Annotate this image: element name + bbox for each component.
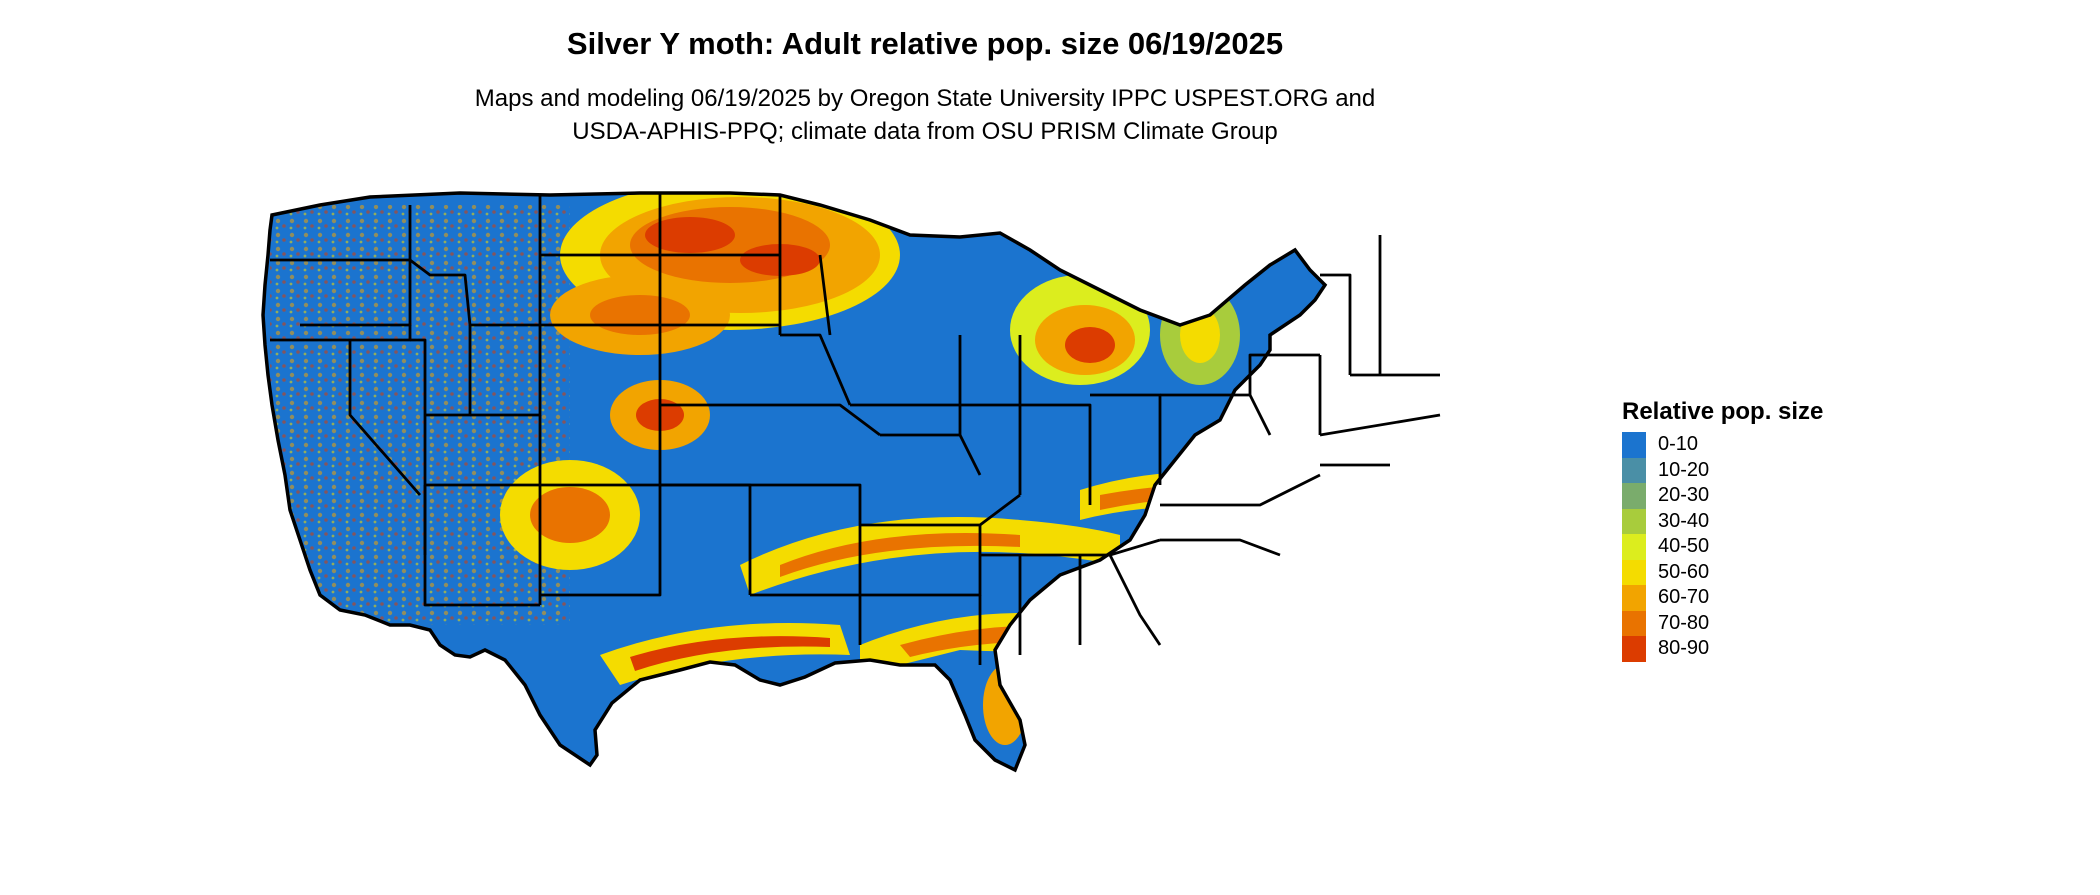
legend-item: 40-50 — [1622, 534, 1823, 560]
legend-swatch — [1622, 457, 1646, 483]
us-map-svg — [261, 191, 1441, 772]
legend-label: 40-50 — [1658, 535, 1710, 558]
legend-item: 50-60 — [1622, 559, 1823, 585]
legend: Relative pop. size 0-10 10-20 20-30 30-40 40… — [1622, 398, 1823, 662]
legend-swatch — [1622, 636, 1646, 662]
legend-swatch — [1622, 559, 1646, 585]
legend-label: 20-30 — [1658, 484, 1710, 507]
subtitle-line-2: USDA-APHIS-PPQ; climate data from OSU PR… — [572, 118, 1278, 145]
legend-item: 20-30 — [1622, 483, 1823, 509]
legend-item: 0-10 — [1622, 432, 1823, 458]
texas-band — [600, 623, 850, 685]
legend-label: 60-70 — [1658, 586, 1710, 609]
legend-item: 30-40 — [1622, 508, 1823, 534]
legend-swatch — [1622, 534, 1646, 560]
legend-item: 70-80 — [1622, 610, 1823, 636]
legend-swatch — [1622, 432, 1646, 458]
legend-label: 80-90 — [1658, 637, 1710, 660]
state-borders — [270, 193, 1441, 665]
legend-item: 10-20 — [1622, 457, 1823, 483]
upper-midwest-hotspot — [1010, 275, 1240, 385]
us-population-map — [260, 175, 1590, 895]
legend-items: 0-10 10-20 20-30 30-40 40-50 50-60 60-70 70-80 8… — [1622, 432, 1823, 662]
legend-item: 60-70 — [1622, 585, 1823, 611]
southern-plains-band — [740, 517, 1120, 595]
legend-swatch — [1622, 610, 1646, 636]
map-title: Silver Y moth: Adult relative pop. size … — [566, 26, 1284, 61]
legend-swatch — [1622, 585, 1646, 611]
florida-hotspot — [983, 665, 1027, 745]
legend-label: 50-60 — [1658, 560, 1710, 583]
legend-label: 70-80 — [1658, 611, 1710, 634]
legend-title: Relative pop. size — [1622, 398, 1824, 425]
map-fill — [263, 193, 1325, 770]
legend-item: 80-90 — [1622, 636, 1823, 662]
legend-swatch — [1622, 483, 1646, 509]
subtitle-line-1: Maps and modeling 06/19/2025 by Oregon S… — [474, 85, 1376, 112]
legend-swatch — [1622, 508, 1646, 534]
legend-label: 0-10 — [1658, 433, 1699, 456]
legend-label: 10-20 — [1658, 458, 1710, 481]
legend-label: 30-40 — [1658, 509, 1710, 532]
map-subtitle: Maps and modeling 06/19/2025 by Oregon S… — [0, 82, 1850, 148]
